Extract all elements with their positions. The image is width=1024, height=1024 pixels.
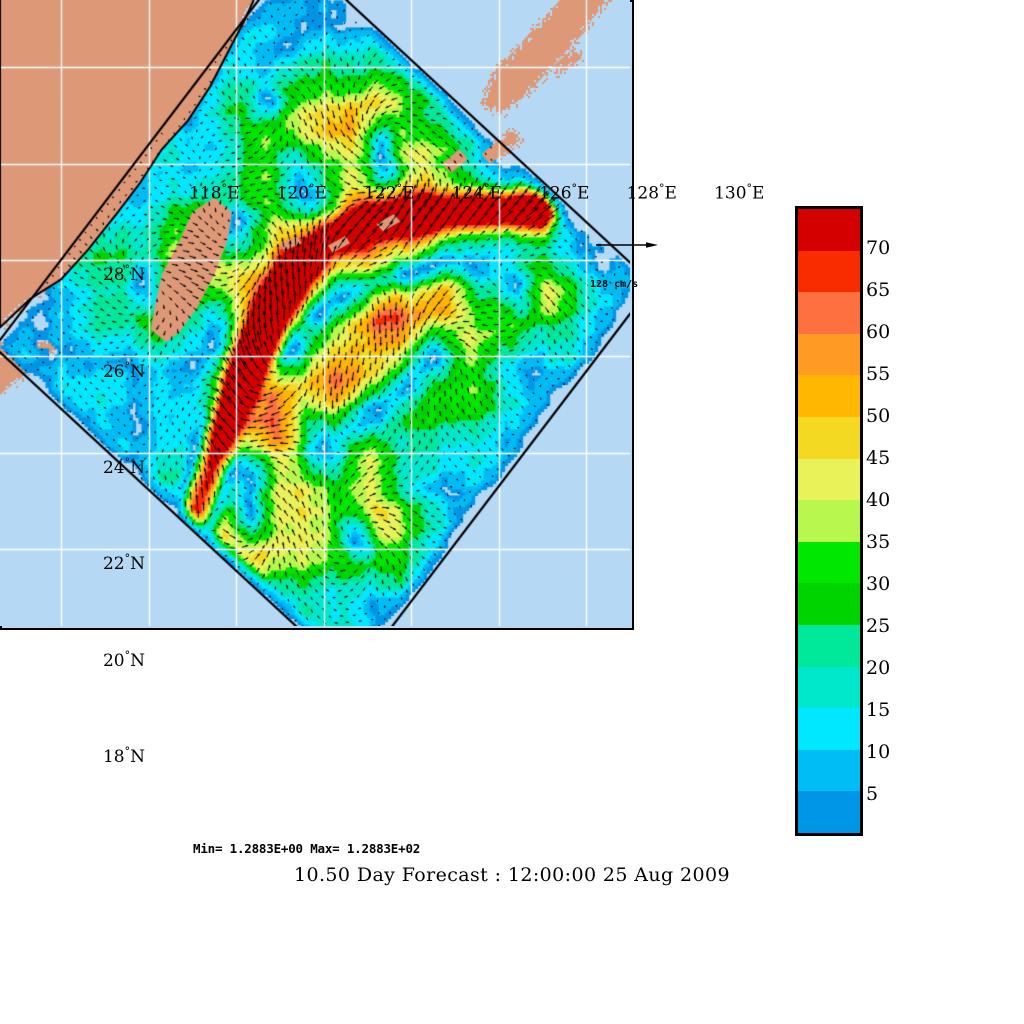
colorbar (795, 206, 863, 836)
colorbar-band-3 (798, 333, 860, 376)
colorbar-tick-50: 50 (866, 405, 891, 427)
colorbar-tick-55: 55 (866, 363, 891, 385)
colorbar-tick-45: 45 (866, 447, 891, 469)
colorbar-tick-35: 35 (866, 531, 891, 553)
lon-label-130E: 130°E (714, 182, 765, 204)
min-max-annotation: Min= 1.2883E+00 Max= 1.2883E+02 (193, 841, 421, 856)
lon-label-118E: 118°E (189, 182, 240, 204)
colorbar-tick-labels: 70 65 60 55 50 45 40 35 30 25 20 15 10 5 (866, 206, 926, 836)
lat-label-18N: 18°N (102, 745, 145, 767)
colorbar-tick-40: 40 (866, 489, 891, 511)
colorbar-band-5 (798, 416, 860, 459)
colorbar-band-14 (798, 791, 860, 833)
lon-label-124E: 124°E (451, 182, 502, 204)
colorbar-band-8 (798, 541, 860, 584)
colorbar-band-1 (798, 250, 860, 293)
lon-label-122E: 122°E (364, 182, 415, 204)
vector-scale-label: 128 cm/s (590, 279, 639, 290)
lon-label-128E: 128°E (626, 182, 677, 204)
colorbar-band-12 (798, 708, 860, 750)
forecast-caption: 10.50 Day Forecast : 12:00:00 25 Aug 200… (293, 864, 730, 886)
lon-label-120E: 120°E (276, 182, 327, 204)
colorbar-band-4 (798, 375, 860, 417)
colorbar-band-6 (798, 458, 860, 501)
map-plot-frame: 128 cm/s (0, 0, 658, 630)
lat-label-26N: 26°N (102, 359, 145, 382)
lat-label-22N: 22°N (102, 552, 145, 575)
colorbar-band-13 (798, 749, 860, 792)
vector-scale-arrow (596, 242, 658, 248)
lat-label-24N: 24°N (102, 456, 145, 478)
colorbar-tick-25: 25 (866, 615, 891, 637)
colorbar-band-7 (798, 500, 860, 542)
colorbar-band-0 (798, 209, 860, 251)
colorbar-tick-70: 70 (866, 237, 891, 259)
lat-label-28N: 28°N (102, 263, 145, 286)
colorbar-tick-5: 5 (866, 783, 879, 805)
lon-label-126E: 126°E (539, 182, 590, 204)
velocity-map-canvas (0, 0, 630, 626)
colorbar-band-9 (798, 583, 860, 625)
colorbar-tick-10: 10 (866, 741, 891, 763)
lat-label-20N: 20°N (102, 648, 145, 671)
colorbar-tick-30: 30 (866, 573, 891, 595)
colorbar-band-10 (798, 624, 860, 667)
colorbar-tick-15: 15 (866, 699, 891, 721)
colorbar-band-11 (798, 666, 860, 709)
colorbar-band-2 (798, 292, 860, 334)
colorbar-tick-20: 20 (866, 657, 891, 679)
colorbar-tick-65: 65 (866, 279, 891, 301)
colorbar-tick-60: 60 (866, 321, 891, 343)
